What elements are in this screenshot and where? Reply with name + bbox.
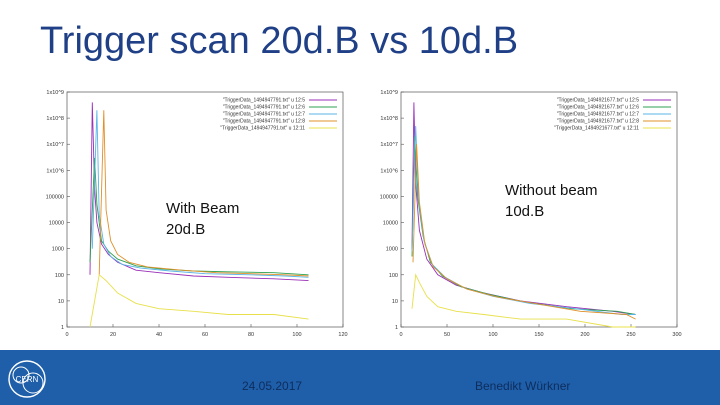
annotation-with-beam-line2: 20d.B: [166, 221, 206, 238]
chart-without-beam: 1 10 100 1000 10000 100000 1x10^6 1x10^7 1x10^8 1…: [367, 82, 687, 340]
y-tick-label: 1x10^8: [46, 116, 64, 122]
slide-date: 24.05.2017: [242, 379, 303, 393]
slide-footer: CERN 24.05.2017 Benedikt Würkner: [0, 350, 720, 405]
y-tick-label: 1x10^6: [380, 168, 398, 174]
slide-title: Trigger scan 20d.B vs 10d.B: [40, 20, 519, 62]
plot-frame: [400, 91, 678, 328]
y-tick-label: 1000: [52, 247, 64, 253]
annotation-with-beam-line1: With Beam: [166, 200, 240, 217]
x-tick-label: 50: [444, 332, 450, 338]
y-tick-label: 1x10^7: [46, 142, 64, 148]
x-tick-label: 100: [292, 332, 301, 338]
x-tick-label: 80: [248, 332, 254, 338]
legend-entry-3: "TriggerData_1494921677.txt" u 12:8: [557, 119, 640, 125]
x-tick-label: 60: [202, 332, 208, 338]
x-tick-label: 250: [626, 332, 635, 338]
cern-logo-icon: CERN: [6, 358, 48, 400]
y-tick-label: 100000: [380, 194, 398, 200]
x-tick-label: 100: [488, 332, 497, 338]
svg-text:CERN: CERN: [16, 375, 39, 384]
y-tick-label: 100000: [46, 194, 64, 200]
y-tick-label: 10000: [383, 221, 398, 227]
chart-with-beam: 1 10 100 1000 10000 100000 1x10^6 1x10^7 1x10^8 1…: [33, 82, 353, 340]
legend-entry-1: "TriggerData_1494947791.txt" u 12:6: [223, 105, 306, 111]
series-line-4: [89, 273, 309, 328]
y-tick-label: 1: [395, 325, 398, 331]
annotation-without-beam: Without beam 10d.B: [505, 180, 598, 222]
legend-entry-4: "TriggerData_1494947791.txt" u 12:11: [220, 126, 305, 132]
annotation-with-beam: With Beam 20d.B: [166, 198, 239, 240]
y-tick-label: 1x10^9: [380, 90, 398, 96]
slide-author: Benedikt Würkner: [475, 379, 571, 393]
y-tick-label: 1x10^8: [380, 116, 398, 122]
x-tick-label: 0: [399, 332, 402, 338]
series-line-4: [411, 273, 636, 328]
annotation-without-beam-line2: 10d.B: [505, 203, 545, 220]
y-tick-label: 100: [389, 273, 398, 279]
series-line-3: [98, 110, 309, 277]
series-line-3: [412, 144, 636, 320]
legend-entry-2: "TriggerData_1494947791.txt" u 12:7: [223, 112, 306, 118]
series-line-1: [89, 157, 309, 276]
x-tick-label: 120: [338, 332, 347, 338]
x-tick-label: 0: [65, 332, 68, 338]
x-tick-label: 150: [534, 332, 543, 338]
legend-entry-0: "TriggerData_1494947791.txt" u 12:5: [223, 98, 306, 104]
legend-entry-4: "TriggerData_1494921677.txt" u 12:11: [554, 126, 639, 132]
legend-entry-2: "TriggerData_1494921677.txt" u 12:7: [557, 112, 640, 118]
legend-entry-1: "TriggerData_1494921677.txt" u 12:6: [557, 105, 640, 111]
y-tick-label: 10: [392, 299, 398, 305]
x-tick-label: 200: [580, 332, 589, 338]
y-tick-label: 1x10^6: [46, 168, 64, 174]
x-tick-label: 40: [156, 332, 162, 338]
legend-entry-3: "TriggerData_1494947791.txt" u 12:8: [223, 119, 306, 125]
chart-with-beam-svg: 1101001000100001000001x10^61x10^71x10^81…: [46, 90, 348, 338]
annotation-without-beam-line1: Without beam: [505, 182, 598, 199]
y-tick-label: 1x10^9: [46, 90, 64, 96]
legend-entry-0: "TriggerData_1494921677.txt" u 12:5: [557, 98, 640, 104]
y-tick-label: 100: [55, 273, 64, 279]
y-tick-label: 1x10^7: [380, 142, 398, 148]
y-tick-label: 1000: [386, 247, 398, 253]
chart-without-beam-svg: 1101001000100001000001x10^61x10^71x10^81…: [380, 90, 682, 338]
x-tick-label: 20: [110, 332, 116, 338]
x-tick-label: 300: [672, 332, 681, 338]
y-tick-label: 10000: [49, 221, 64, 227]
y-tick-label: 1: [61, 325, 64, 331]
series-line-2: [91, 110, 309, 278]
y-tick-label: 10: [58, 299, 64, 305]
